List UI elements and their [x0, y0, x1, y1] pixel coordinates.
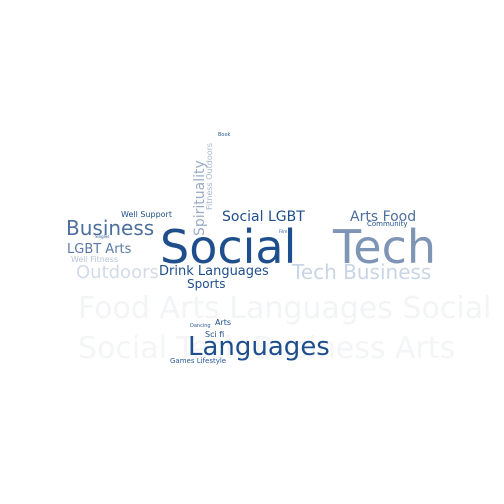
word-lgbt-arts: LGBT Arts [67, 242, 132, 257]
word-book: Book [218, 132, 231, 138]
word-business: Business [66, 216, 155, 240]
word-sports: Sports [187, 277, 226, 291]
word-community: Community [367, 220, 408, 228]
word-arts-food: Arts Food [350, 209, 417, 225]
word-well-support: Well Support [121, 210, 172, 219]
word-games-lifestyle: Games Lifestyle [170, 357, 227, 365]
word-outdoors: Outdoors [76, 262, 159, 283]
word-singles: Singles [95, 234, 110, 239]
word-social: Social [160, 220, 297, 274]
word-drink-languages: Drink Languages [159, 264, 269, 279]
word-ghost-row-2: Social Tech Business Arts [78, 331, 456, 366]
word-sci-fi: Sci fi [205, 330, 225, 339]
word-well-fitness: Well Fitness [71, 255, 119, 264]
word-tech: Tech [333, 220, 437, 274]
word-languages: Languages [188, 332, 330, 362]
word-fitness-outdoors: Fitness Outdoors [205, 142, 214, 210]
word-ghost-row-1: Food Arts Languages Social [78, 291, 492, 326]
word-arts-small: Arts [215, 318, 232, 327]
word-social-lgbt: Social LGBT [222, 209, 305, 225]
word-tech-business: Tech Business [292, 260, 432, 284]
word-dancing: Dancing [190, 323, 211, 329]
word-film: Film [279, 229, 288, 234]
